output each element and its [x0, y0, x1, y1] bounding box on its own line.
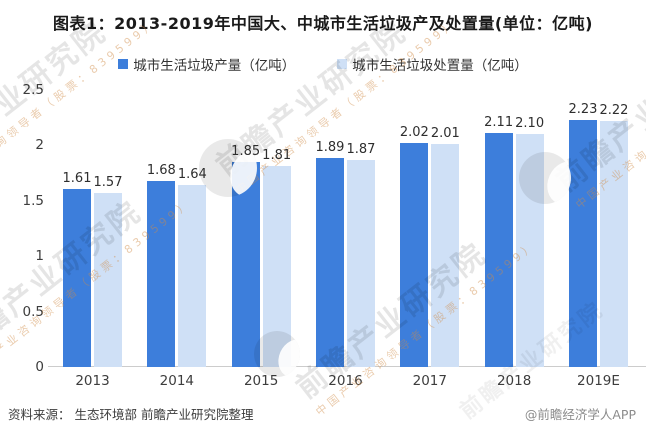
- legend-label-disposal: 城市生活垃圾处置量（亿吨）: [352, 58, 528, 74]
- bar-value-label: 1.64: [177, 167, 207, 183]
- chart-title: 图表1：2013-2019年中国大、中城市生活垃圾产及处置量(单位：亿吨): [53, 14, 593, 33]
- legend-label-production: 城市生活垃圾产量（亿吨）: [133, 58, 296, 74]
- x-axis-label: 2015: [243, 373, 279, 389]
- bar-disposal-2015: [262, 166, 291, 367]
- y-axis-tick-label: 2.5: [22, 82, 44, 98]
- bar-value-label: 2.02: [399, 125, 429, 141]
- bar-value-label: 1.81: [262, 148, 292, 164]
- x-axis-label: 2013: [75, 373, 110, 389]
- bar-production-2019E: [568, 119, 597, 367]
- bar-value-label: 2.01: [430, 126, 460, 142]
- bar-disposal-2017: [431, 144, 460, 367]
- bar-value-label: 2.23: [568, 101, 598, 117]
- bar-value-label: 2.22: [599, 103, 629, 119]
- legend-item-disposal: 城市生活垃圾处置量（亿吨）: [337, 54, 528, 74]
- x-axis-label: 2014: [159, 373, 194, 389]
- y-axis-tick-label: 2: [35, 137, 44, 154]
- x-axis-label: 2019E: [577, 373, 620, 389]
- bar-value-label: 2.10: [515, 116, 545, 132]
- bar-production-2014: [147, 180, 176, 367]
- bar-disposal-2018: [515, 134, 544, 367]
- x-axis-label: 2018: [496, 373, 532, 389]
- y-axis-tick-label: 0.5: [22, 303, 44, 320]
- bar-value-label: 1.68: [146, 162, 176, 178]
- bar-value-label: 1.89: [315, 139, 345, 155]
- bar-production-2016: [315, 157, 344, 367]
- legend: 城市生活垃圾产量（亿吨） 城市生活垃圾处置量（亿吨）: [0, 54, 646, 74]
- legend-swatch-production-icon: [118, 59, 129, 69]
- brand-note: @前瞻经济学人APP: [524, 407, 636, 422]
- bar-disposal-2014: [178, 185, 207, 367]
- bar-production-2018: [484, 133, 513, 367]
- bar-value-label: 1.61: [62, 170, 92, 186]
- source-note: 资料来源： 生态环境部 前瞻产业研究院整理: [8, 407, 254, 422]
- y-axis-tick-label: 1.5: [22, 192, 44, 209]
- bar-production-2013: [63, 188, 91, 367]
- x-axis-label: 2016: [328, 373, 363, 389]
- bar-value-label: 1.57: [93, 175, 123, 191]
- bar-production-2017: [400, 143, 429, 367]
- x-axis-label: 2017: [412, 373, 447, 389]
- bar-disposal-2016: [346, 159, 375, 367]
- bar-disposal-2013: [94, 193, 122, 367]
- bar-value-label: 2.11: [484, 115, 514, 131]
- legend-swatch-disposal-icon: [337, 59, 348, 69]
- bar-value-label: 1.85: [231, 144, 261, 160]
- bar-production-2015: [231, 162, 260, 367]
- y-axis-tick-label: 1: [35, 248, 44, 265]
- bar-disposal-2019E: [599, 121, 628, 367]
- legend-item-production: 城市生活垃圾产量（亿吨）: [118, 54, 295, 74]
- bar-value-label: 1.87: [346, 141, 376, 157]
- y-axis-tick-label: 0: [35, 359, 44, 375]
